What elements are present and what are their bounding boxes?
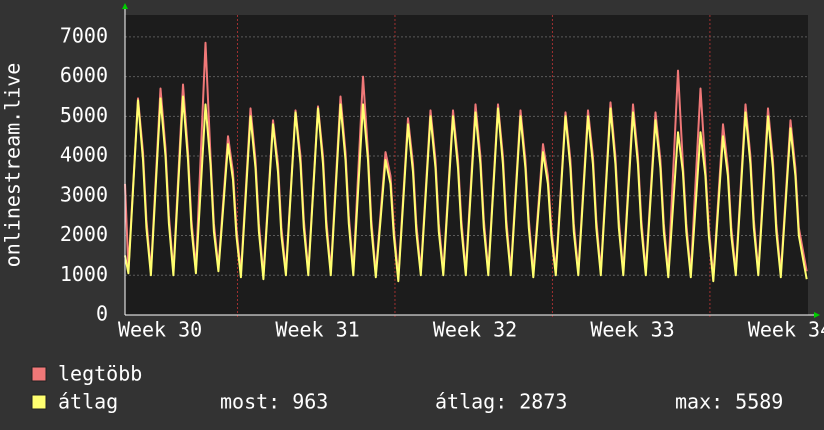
x-tick-label: Week 30 xyxy=(118,318,202,342)
stat-value: 963 xyxy=(292,390,328,414)
stat-value: 2873 xyxy=(519,390,567,414)
x-tick-label: Week 32 xyxy=(433,318,517,342)
y-tick-label: 6000 xyxy=(60,63,108,87)
y-tick-label: 3000 xyxy=(60,182,108,206)
x-axis-arrow xyxy=(814,312,820,318)
x-tick-label: Week 33 xyxy=(590,318,674,342)
stat-label: max: xyxy=(675,390,723,414)
y-axis-label: onlinestream.live xyxy=(1,63,25,268)
legend-label: átlag xyxy=(58,390,118,414)
x-tick-label: Week 31 xyxy=(275,318,359,342)
legend-swatch xyxy=(31,394,47,410)
legend-swatch xyxy=(31,366,47,382)
y-tick-label: 4000 xyxy=(60,143,108,167)
y-tick-label: 7000 xyxy=(60,23,108,47)
y-tick-label: 1000 xyxy=(60,262,108,286)
y-tick-label: 0 xyxy=(96,302,108,326)
stat-label: átlag: xyxy=(435,390,507,414)
series-line xyxy=(124,95,808,283)
y-tick-label: 2000 xyxy=(60,222,108,246)
legend-label: legtöbb xyxy=(58,362,142,386)
y-tick-label: 5000 xyxy=(60,103,108,127)
stat-value: 5589 xyxy=(735,390,783,414)
x-tick-label: Week 34 xyxy=(748,318,824,342)
stat-label: most: xyxy=(220,390,280,414)
y-axis-arrow xyxy=(122,3,128,9)
